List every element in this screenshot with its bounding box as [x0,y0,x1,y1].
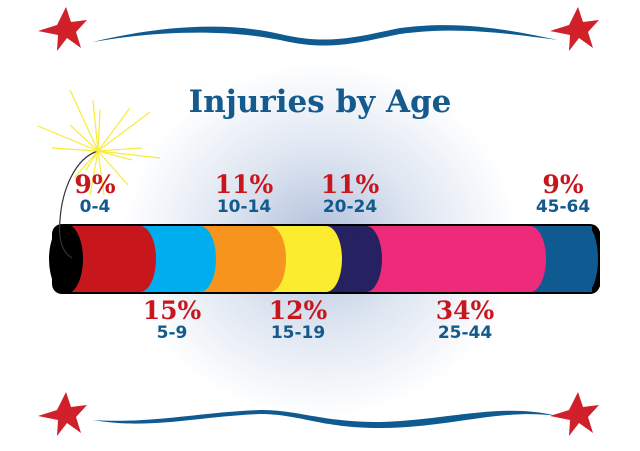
label-0-4: 9% 0-4 [35,172,155,216]
top-ribbon [93,25,558,46]
percent-value: 15% [142,296,202,325]
percent-value: 9% [542,170,584,199]
label-5-9: 15% 5-9 [112,298,232,342]
age-range: 25-44 [437,323,493,343]
left-end-cap [49,224,83,294]
age-range: 20-24 [322,197,378,217]
label-15-19: 12% 15-19 [238,298,358,342]
star-icon [38,7,87,51]
chart-title: Injuries by Age [188,84,452,120]
star-icon [38,392,87,436]
fuse [58,150,99,259]
percent-value: 34% [435,296,495,325]
bottom-ribbon [93,410,558,428]
label-25-44: 34% 25-44 [405,298,525,342]
age-range: 0-4 [79,197,111,217]
label-10-14: 11% 10-14 [184,172,304,216]
spark-icon [37,89,161,196]
percent-value: 12% [268,296,328,325]
percent-value: 11% [320,170,380,199]
percent-value: 9% [74,170,116,199]
age-range: 5-9 [156,323,188,343]
age-range: 10-14 [216,197,272,217]
age-range: 45-64 [535,197,591,217]
label-45-64: 9% 45-64 [503,172,623,216]
star-icon [550,7,599,51]
star-icon [550,392,599,436]
label-20-24: 11% 20-24 [290,172,410,216]
percent-value: 11% [214,170,274,199]
age-range: 15-19 [270,323,326,343]
